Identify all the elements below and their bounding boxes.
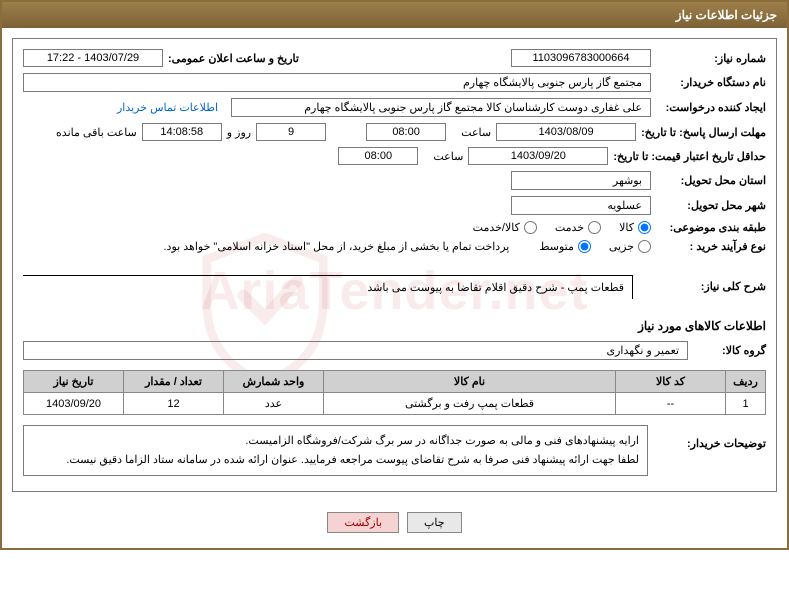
back-button[interactable]: بازگشت <box>327 512 399 533</box>
category-radio-group: کالا خدمت کالا/خدمت <box>473 221 651 234</box>
content-frame: شماره نیاز: 1103096783000664 تاریخ و ساع… <box>12 38 777 492</box>
buyer-org-label: نام دستگاه خریدار: <box>656 76 766 89</box>
category-option-0[interactable]: کالا <box>619 221 651 234</box>
deadline-days: 9 <box>256 123 326 141</box>
validity-time-label: ساعت <box>423 150 463 163</box>
requester-value: علی غفاری دوست کارشناسان کالا مجتمع گاز … <box>231 98 651 117</box>
table-row: 1 -- قطعات پمپ رفت و برگشتی عدد 12 1403/… <box>24 393 766 415</box>
items-table-head: ردیف کد کالا نام کالا واحد شمارش تعداد /… <box>24 371 766 393</box>
group-value: تعمیر و نگهداری <box>23 341 688 360</box>
category-option-1[interactable]: خدمت <box>555 221 601 234</box>
th-date: تاریخ نیاز <box>24 371 124 393</box>
province-value: بوشهر <box>511 171 651 190</box>
category-option-2[interactable]: کالا/خدمت <box>473 221 537 234</box>
need-number-label: شماره نیاز: <box>656 52 766 65</box>
general-desc-label: شرح کلی نیاز: <box>656 275 766 293</box>
row-general-desc: شرح کلی نیاز: قطعات پمپ - شرح دقیق اقلام… <box>23 275 766 307</box>
process-note: پرداخت تمام یا بخشی از مبلغ خرید، از محل… <box>164 240 510 253</box>
row-requester: ایجاد کننده درخواست: علی غفاری دوست کارش… <box>23 98 766 117</box>
row-need-number: شماره نیاز: 1103096783000664 تاریخ و ساع… <box>23 49 766 67</box>
category-radio-1[interactable] <box>588 221 601 234</box>
category-radio-0[interactable] <box>638 221 651 234</box>
requester-label: ایجاد کننده درخواست: <box>656 101 766 114</box>
row-process: نوع فرآیند خرید : جزیی متوسط پرداخت تمام… <box>23 240 766 253</box>
th-code: کد کالا <box>616 371 726 393</box>
validity-date: 1403/09/20 <box>468 147 608 165</box>
buyer-notes-label: توضیحات خریدار: <box>656 425 766 450</box>
row-deadline: مهلت ارسال پاسخ: تا تاریخ: 1403/08/09 سا… <box>23 123 766 141</box>
deadline-remaining: 14:08:58 <box>142 123 222 141</box>
process-label: نوع فرآیند خرید : <box>656 240 766 253</box>
row-buyer-notes: توضیحات خریدار: ارایه پیشنهادهای فنی و م… <box>23 425 766 476</box>
th-name: نام کالا <box>324 371 616 393</box>
row-buyer-org: نام دستگاه خریدار: مجتمع گاز پارس جنوبی … <box>23 73 766 92</box>
cell-qty: 12 <box>124 393 224 415</box>
category-radio-2[interactable] <box>524 221 537 234</box>
cell-date: 1403/09/20 <box>24 393 124 415</box>
city-value: عسلویه <box>511 196 651 215</box>
row-validity: حداقل تاریخ اعتبار قیمت: تا تاریخ: 1403/… <box>23 147 766 165</box>
buyer-note-line-1: لطفا جهت ارائه پیشنهاد فنی صرفا به شرح ت… <box>32 451 639 470</box>
deadline-time-label: ساعت <box>451 126 491 139</box>
button-bar: چاپ بازگشت <box>2 502 787 548</box>
province-label: استان محل تحویل: <box>656 174 766 187</box>
cell-unit: عدد <box>224 393 324 415</box>
process-radio-0[interactable] <box>638 240 651 253</box>
cell-row: 1 <box>726 393 766 415</box>
th-row: ردیف <box>726 371 766 393</box>
deadline-remaining-label: ساعت باقی مانده <box>56 126 137 139</box>
row-city: شهر محل تحویل: عسلویه <box>23 196 766 215</box>
items-section-title: اطلاعات کالاهای مورد نیاز <box>23 319 766 333</box>
buyer-org-value: مجتمع گاز پارس جنوبی پالایشگاه چهارم <box>23 73 651 92</box>
cell-code: -- <box>616 393 726 415</box>
buyer-notes-box: ارایه پیشنهادهای فنی و مالی به صورت جداگ… <box>23 425 648 476</box>
process-radio-group: جزیی متوسط <box>539 240 651 253</box>
th-unit: واحد شمارش <box>224 371 324 393</box>
row-group: گروه کالا: تعمیر و نگهداری <box>23 341 766 360</box>
deadline-date: 1403/08/09 <box>496 123 636 141</box>
buyer-note-line-0: ارایه پیشنهادهای فنی و مالی به صورت جداگ… <box>32 432 639 451</box>
deadline-label: مهلت ارسال پاسخ: تا تاریخ: <box>641 126 766 139</box>
process-radio-1[interactable] <box>578 240 591 253</box>
items-table: ردیف کد کالا نام کالا واحد شمارش تعداد /… <box>23 370 766 415</box>
header-title: جزئیات اطلاعات نیاز <box>2 2 787 28</box>
process-option-0[interactable]: جزیی <box>609 240 651 253</box>
cell-name: قطعات پمپ رفت و برگشتی <box>324 393 616 415</box>
deadline-days-label: روز و <box>227 126 251 139</box>
row-province: استان محل تحویل: بوشهر <box>23 171 766 190</box>
validity-label: حداقل تاریخ اعتبار قیمت: تا تاریخ: <box>613 150 766 163</box>
announce-label: تاریخ و ساعت اعلان عمومی: <box>168 52 299 65</box>
announce-value: 1403/07/29 - 17:22 <box>23 49 163 67</box>
print-button[interactable]: چاپ <box>407 512 462 533</box>
deadline-time: 08:00 <box>366 123 446 141</box>
process-option-1[interactable]: متوسط <box>539 240 591 253</box>
group-label: گروه کالا: <box>696 344 766 357</box>
items-table-body: 1 -- قطعات پمپ رفت و برگشتی عدد 12 1403/… <box>24 393 766 415</box>
need-number-value: 1103096783000664 <box>511 49 651 67</box>
outer-frame: جزئیات اطلاعات نیاز AriaTender.net شماره… <box>0 0 789 550</box>
row-category: طبقه بندی موضوعی: کالا خدمت کالا/خدمت <box>23 221 766 234</box>
buyer-contact-link[interactable]: اطلاعات تماس خریدار <box>117 101 226 114</box>
th-qty: تعداد / مقدار <box>124 371 224 393</box>
general-desc-value: قطعات پمپ - شرح دقیق اقلام تقاضا به پیوس… <box>23 275 633 299</box>
validity-time: 08:00 <box>338 147 418 165</box>
category-label: طبقه بندی موضوعی: <box>656 221 766 234</box>
city-label: شهر محل تحویل: <box>656 199 766 212</box>
